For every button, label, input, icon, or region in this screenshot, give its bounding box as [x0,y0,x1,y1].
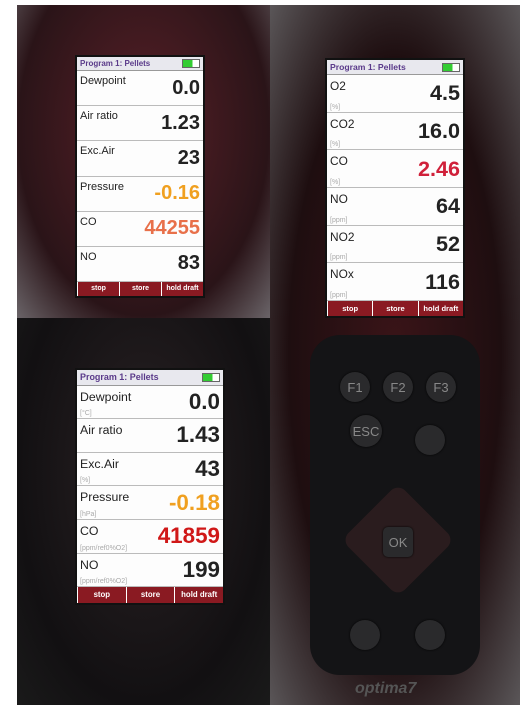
measurement-label: CO [330,154,348,168]
measurement-row: Dewpoint [°C] 0.0 [77,386,223,420]
measurement-row: NO [ppm] 64 [327,188,463,226]
measurement-unit: [%] [330,104,340,111]
softkey-button[interactable]: store [119,282,161,296]
measurement-unit: [%] [330,179,340,186]
measurement-label: CO [80,216,97,228]
measurement-label: CO2 [330,117,354,131]
device-screen: Program 1: Pellets O2 [%] 4.5 CO2 [%] 16.0 CO [%… [325,58,465,318]
measurement-unit: [ppm] [330,254,348,261]
measurement-unit: [ppm] [330,292,348,299]
measurement-value: 44255 [144,217,200,240]
measurement-unit: [°C] [80,410,92,417]
measurement-value: -0.16 [154,182,200,205]
measurement-value: 23 [178,147,200,170]
screen-header: Program 1: Pellets [77,370,223,386]
measurement-row: Air ratio 1.23 [77,106,203,141]
keypad-key[interactable]: OK [383,527,413,557]
measurement-label: NO [330,192,348,206]
program-title: Program 1: Pellets [80,372,159,382]
measurement-row: NO2 [ppm] 52 [327,226,463,264]
softkey-button[interactable]: hold draft [418,301,463,316]
page: Program 1: Pellets Dewpoint 0.0 Air ratio 1.… [0,0,525,711]
keypad-key[interactable]: ESC [350,415,382,447]
measurement-unit: [%] [330,141,340,148]
measurement-label: Pressure [80,490,129,504]
measurement-value: 116 [425,269,460,295]
measurement-row: CO [%] 2.46 [327,150,463,188]
measurement-unit: [ppm/ref0%O2] [80,578,127,585]
measurement-value: 1.43 [176,422,220,448]
measurement-value: 199 [183,557,220,583]
measurement-row: CO [ppm/ref0%O2] 41859 [77,520,223,554]
measurement-label: Air ratio [80,423,122,437]
measurement-label: Exc.Air [80,145,115,157]
measurement-unit: [hPa] [80,511,96,518]
icon-key[interactable] [415,425,445,455]
measurement-row: Pressure -0.16 [77,177,203,212]
measurement-label: Dewpoint [80,390,131,404]
measurement-label: NO [80,558,98,572]
icon-key[interactable] [350,620,380,650]
measurement-row: CO2 [%] 16.0 [327,113,463,151]
softkey-button[interactable]: hold draft [174,587,223,603]
measurement-label: NO [80,251,97,263]
measurement-row: Air ratio 1.43 [77,419,223,453]
measurement-value: 41859 [158,523,220,549]
measurement-label: NO2 [330,230,354,244]
measurement-label: CO [80,524,98,538]
measurement-row: CO 44255 [77,212,203,247]
measurement-value: 43 [195,456,220,482]
measurement-row: Exc.Air 23 [77,141,203,176]
measurement-label: Exc.Air [80,457,119,471]
program-title: Program 1: Pellets [330,62,406,72]
program-title: Program 1: Pellets [80,59,150,68]
measurement-value: 0.0 [189,389,220,415]
device-screen: Program 1: Pellets Dewpoint [°C] 0.0 Air rat… [75,368,225,605]
screen-header: Program 1: Pellets [327,60,463,75]
softkey-button[interactable]: stop [77,587,126,603]
screen-header: Program 1: Pellets [77,57,203,71]
measurement-value: 4.5 [430,80,460,106]
battery-icon [442,63,460,72]
measurement-row: NO [ppm/ref0%O2] 199 [77,554,223,588]
measurement-row: Dewpoint 0.0 [77,71,203,106]
measurement-label: Pressure [80,181,124,193]
measurement-row: NOx [ppm] 116 [327,263,463,301]
softkey-button[interactable]: store [126,587,175,603]
softkey-button[interactable]: hold draft [161,282,203,296]
keypad-key[interactable]: F1 [340,372,370,402]
measurement-value: 64 [436,193,460,219]
measurement-unit: [ppm] [330,217,348,224]
measurement-row: O2 [%] 4.5 [327,75,463,113]
measurement-label: Air ratio [80,110,118,122]
brand-label: optima7 [355,680,416,698]
measurement-unit: [%] [80,477,90,484]
measurement-value: 1.23 [161,112,200,135]
softkey-button[interactable]: stop [77,282,119,296]
keypad-key[interactable]: F2 [383,372,413,402]
measurement-row: Pressure [hPa] -0.18 [77,486,223,520]
measurement-label: Dewpoint [80,75,126,87]
battery-icon [202,373,220,382]
measurement-value: 52 [436,231,460,257]
measurement-value: 83 [178,252,200,275]
softkey-button[interactable]: store [372,301,417,316]
icon-key[interactable] [415,620,445,650]
measurement-label: NOx [330,267,354,281]
battery-icon [182,59,200,68]
measurement-value: -0.18 [169,490,220,516]
softkey-button[interactable]: stop [327,301,372,316]
measurement-unit: [ppm/ref0%O2] [80,545,127,552]
measurement-label: O2 [330,79,346,93]
keypad-key[interactable]: F3 [426,372,456,402]
measurement-value: 16.0 [418,118,460,144]
measurement-value: 0.0 [172,77,200,100]
measurement-value: 2.46 [418,156,460,182]
device-screen: Program 1: Pellets Dewpoint 0.0 Air ratio 1.… [75,55,205,298]
measurement-row: Exc.Air [%] 43 [77,453,223,487]
measurement-row: NO 83 [77,247,203,282]
